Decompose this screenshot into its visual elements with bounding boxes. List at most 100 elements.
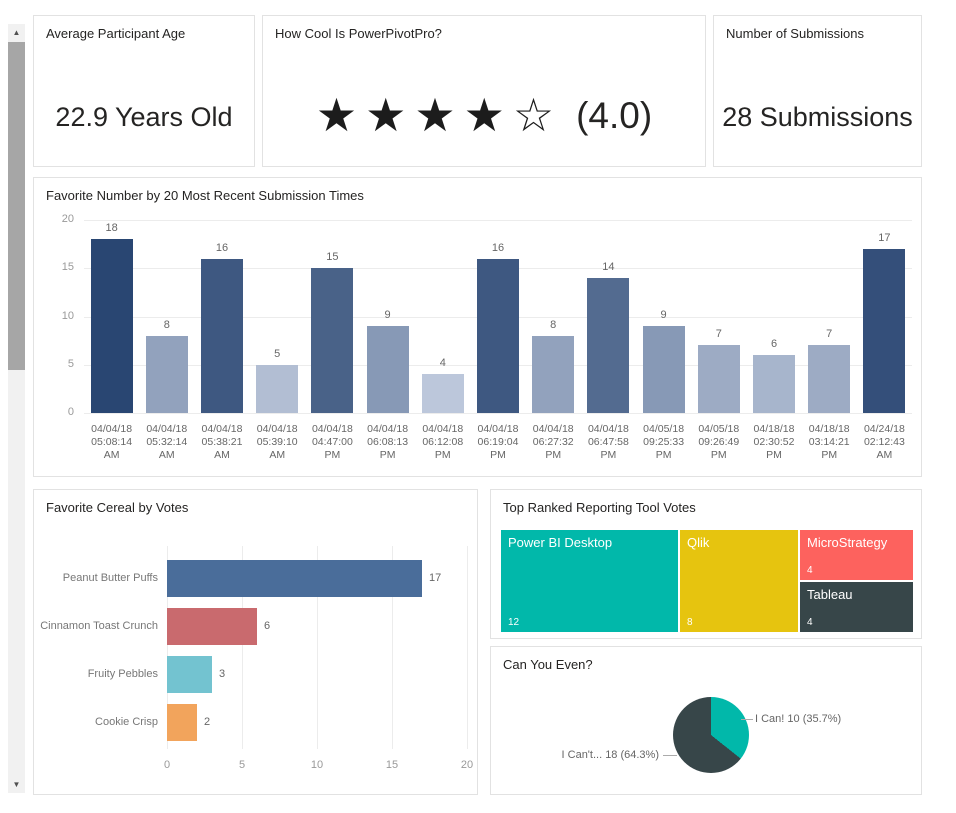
bar-value-label: 6 bbox=[770, 338, 778, 351]
x-axis-label: 04/04/18 05:39:10 AM bbox=[256, 423, 298, 461]
bar-value-label: 7 bbox=[715, 328, 722, 341]
bar[interactable] bbox=[587, 277, 630, 413]
card-title-reporting-tools: Top Ranked Reporting Tool Votes bbox=[503, 500, 696, 515]
x-axis-label: 04/05/18 09:26:49 PM bbox=[698, 423, 740, 461]
x-axis-label: 04/04/18 06:19:04 PM bbox=[477, 423, 519, 461]
scrollbar-up-icon[interactable]: ▲ bbox=[8, 24, 25, 41]
treemap-block[interactable]: Qlik 8 bbox=[680, 530, 798, 632]
card-favorite-cereal: Favorite Cereal by Votes 0 5 10 15 20 Peanut … bbox=[33, 489, 478, 795]
card-favorite-number: Favorite Number by 20 Most Recent Submis… bbox=[33, 177, 922, 477]
bar[interactable] bbox=[256, 364, 299, 413]
bar-value-label: 17 bbox=[429, 571, 442, 584]
bar[interactable] bbox=[167, 656, 212, 693]
star-rating: ★★★★☆ (4.0) bbox=[263, 92, 705, 138]
x-axis-label: 04/04/18 05:38:21 AM bbox=[201, 423, 243, 461]
bar[interactable] bbox=[366, 326, 409, 413]
bar-value-label: 9 bbox=[660, 309, 667, 322]
treemap-block-label: MicroStrategy bbox=[807, 535, 888, 550]
bar-value-label: 2 bbox=[204, 715, 211, 728]
bar[interactable] bbox=[808, 345, 851, 413]
bar[interactable] bbox=[753, 355, 795, 413]
bar[interactable] bbox=[697, 345, 740, 413]
x-axis-label: 04/04/18 06:12:08 PM bbox=[422, 423, 464, 461]
bar[interactable] bbox=[532, 335, 575, 413]
cereal-bar-chart: 0 5 10 15 20 Peanut Butter Puffs 17 Cinnamon To… bbox=[34, 490, 477, 794]
column-chart: 0 5 10 15 20 18 04/04/18 05:08:14 AM 8 04/04/18 05:… bbox=[34, 178, 921, 476]
x-axis-label: 20 bbox=[460, 759, 474, 771]
card-title-can-you-even: Can You Even? bbox=[503, 657, 593, 672]
pie-slice-label-i-cant: I Can't... 18 (64.3%) bbox=[561, 749, 659, 761]
scrollbar-thumb[interactable] bbox=[8, 42, 25, 370]
submissions-value: 28 Submissions bbox=[722, 102, 913, 132]
card-title-favorite-cereal: Favorite Cereal by Votes bbox=[46, 500, 189, 515]
treemap-block-value: 4 bbox=[807, 565, 813, 576]
x-axis-label: 04/04/18 06:08:13 PM bbox=[367, 423, 409, 461]
x-axis-label: 04/04/18 05:08:14 AM bbox=[91, 423, 133, 461]
treemap-block-value: 12 bbox=[508, 617, 520, 628]
gridline bbox=[467, 546, 468, 749]
bar-value-label: 4 bbox=[439, 357, 446, 370]
y-axis-label: 0 bbox=[67, 406, 74, 418]
y-axis-label: 5 bbox=[67, 357, 74, 370]
treemap-block[interactable]: Power BI Desktop 12 bbox=[501, 530, 678, 632]
bar[interactable] bbox=[477, 258, 519, 413]
star-rating-icon: ★★★★☆ bbox=[316, 92, 562, 138]
treemap-block[interactable]: Tableau 4 bbox=[800, 582, 913, 632]
bar-value-label: 8 bbox=[163, 318, 170, 331]
x-axis-label: 04/04/18 06:47:58 PM bbox=[587, 423, 629, 461]
card-reporting-tools: Top Ranked Reporting Tool Votes Power BI… bbox=[490, 489, 922, 639]
x-axis-label: 04/24/18 02:12:43 AM bbox=[863, 423, 905, 461]
y-axis-label: 20 bbox=[61, 213, 74, 225]
x-axis-label: 04/18/18 03:14:21 PM bbox=[808, 423, 850, 461]
bar-value-label: 3 bbox=[219, 667, 226, 680]
treemap-block[interactable]: MicroStrategy 4 bbox=[800, 530, 913, 580]
bar[interactable] bbox=[145, 335, 188, 413]
bar[interactable] bbox=[90, 239, 133, 413]
x-axis-label: 5 bbox=[238, 759, 246, 771]
treemap-block-label: Tableau bbox=[807, 587, 853, 602]
card-rating: How Cool Is PowerPivotPro? ★★★★☆ (4.0) bbox=[262, 15, 706, 167]
bar-value-label: 15 bbox=[326, 251, 339, 264]
bar-value-label: 5 bbox=[274, 347, 281, 360]
x-axis-label: 04/04/18 04:47:00 PM bbox=[311, 423, 353, 461]
bar-value-label: 18 bbox=[105, 222, 118, 235]
vertical-scrollbar[interactable]: ▲ ▼ bbox=[8, 24, 25, 793]
category-label: Fruity Pebbles bbox=[87, 667, 158, 680]
gridline bbox=[167, 546, 168, 749]
pie-leader-line bbox=[663, 755, 677, 756]
bar[interactable] bbox=[167, 608, 257, 645]
average-age-value: 22.9 Years Old bbox=[55, 102, 233, 132]
category-label: Peanut Butter Puffs bbox=[62, 571, 158, 584]
bar[interactable] bbox=[642, 326, 685, 413]
bar[interactable] bbox=[167, 704, 197, 741]
bar-value-label: 8 bbox=[550, 318, 557, 331]
bar-value-label: 7 bbox=[826, 328, 833, 341]
bar[interactable] bbox=[167, 560, 422, 597]
x-axis-label: 15 bbox=[385, 759, 399, 771]
gridline bbox=[84, 413, 912, 414]
bar-value-label: 16 bbox=[215, 241, 229, 254]
card-title-submissions: Number of Submissions bbox=[726, 26, 864, 41]
y-axis-label: 15 bbox=[61, 261, 74, 274]
bar[interactable] bbox=[421, 374, 464, 413]
x-axis-label: 04/05/18 09:25:33 PM bbox=[643, 423, 685, 461]
scrollbar-down-icon[interactable]: ▼ bbox=[8, 776, 25, 793]
gridline bbox=[242, 546, 243, 749]
card-can-you-even: Can You Even? I Can! 10 (35.7%) I Can't.… bbox=[490, 646, 922, 795]
card-title-rating: How Cool Is PowerPivotPro? bbox=[275, 26, 442, 41]
bar[interactable] bbox=[201, 258, 243, 413]
card-submissions: Number of Submissions 28 Submissions bbox=[713, 15, 922, 167]
bar-value-label: 9 bbox=[384, 309, 391, 322]
treemap-block-label: Power BI Desktop bbox=[508, 535, 613, 550]
bar[interactable] bbox=[863, 248, 906, 413]
gridline bbox=[84, 220, 912, 221]
bar[interactable] bbox=[311, 268, 354, 413]
x-axis-label: 04/04/18 06:27:32 PM bbox=[532, 423, 574, 461]
card-title-average-age: Average Participant Age bbox=[46, 26, 186, 41]
x-axis-label: 04/18/18 02:30:52 PM bbox=[753, 423, 795, 461]
x-axis-label: 10 bbox=[310, 759, 324, 771]
stars-filled: ★★★★ bbox=[315, 89, 513, 141]
pie-chart[interactable] bbox=[673, 697, 749, 773]
y-axis-label: 10 bbox=[61, 309, 74, 322]
rating-value: (4.0) bbox=[576, 94, 653, 136]
